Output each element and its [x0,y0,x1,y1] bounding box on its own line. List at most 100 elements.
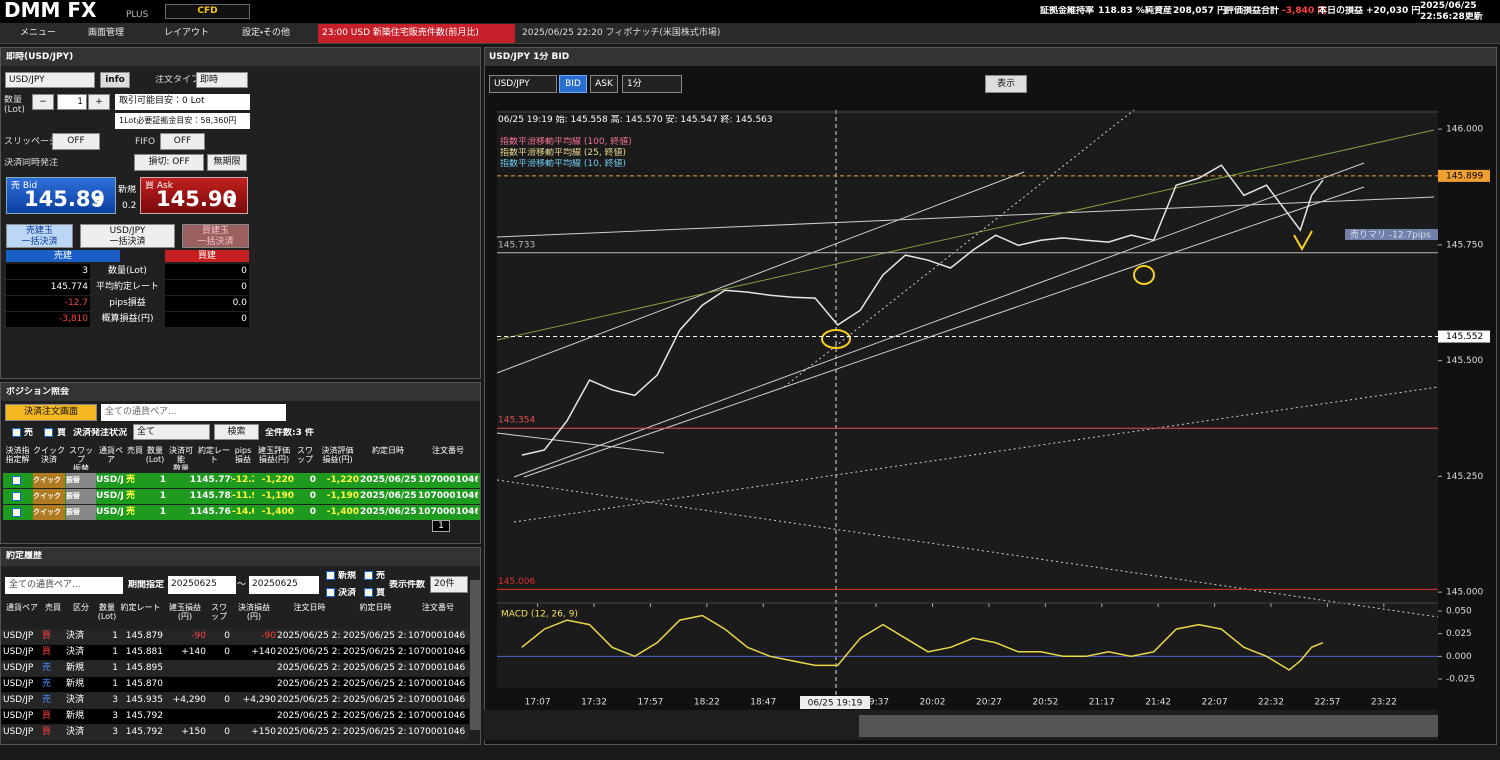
button[interactable]: OFF [52,133,100,150]
button[interactable]: USD/JPY [489,75,557,93]
bid-box[interactable] [6,177,116,214]
plot-area [497,110,1438,688]
table-row[interactable] [3,489,480,504]
button[interactable]: 1 [57,94,87,110]
checkbox[interactable] [364,588,373,597]
table-row[interactable] [1,709,469,724]
navigator[interactable] [859,715,1438,737]
cell: 買 [42,647,52,657]
trend-line [513,162,1365,478]
cell[interactable]: 振替 [66,505,96,520]
checkbox[interactable] [12,476,21,485]
button[interactable]: info [100,72,130,88]
stat-label: 本日の損益 [1318,6,1364,16]
cell: 1 [159,491,166,501]
button[interactable]: + [88,94,110,110]
button[interactable]: − [32,94,54,110]
cell: +4,290 [242,695,276,705]
checkbox[interactable] [364,571,373,580]
drawing [1133,265,1155,285]
cell: 145.792 [125,727,163,737]
table-row[interactable] [3,473,480,488]
menu-item[interactable]: 設定・その他 [242,28,291,38]
cell[interactable]: 振替 [66,473,96,488]
y-tick-label: 0.050 [1446,606,1472,616]
y-tick-label: 146.000 [1446,125,1483,135]
cursor-time-box [800,696,870,709]
y-tick-label: 145.750 [1446,240,1483,250]
cell: -1,220 [261,475,294,485]
cell: 0 [165,280,249,295]
cell: 2025/06/25 2: [343,711,407,721]
button[interactable]: OFF [160,133,205,150]
table-row[interactable] [3,505,480,520]
button[interactable]: CFD [165,4,250,19]
table-row[interactable] [1,725,469,740]
x-tick-label: 17:57 [637,698,663,708]
button[interactable]: 20件 [430,576,468,593]
button[interactable]: 全て [133,424,210,440]
table-header: 売建 [6,250,120,262]
news-item[interactable]: 23:00 USD 新築住宅販売件数(前月比) [318,24,515,43]
button[interactable]: 損切: OFF [134,154,204,171]
menu-item[interactable]: 画面管理 [88,28,125,38]
button[interactable]: 1分 [622,75,682,93]
cell: USD/JP [3,679,34,689]
position-tag [1345,229,1438,240]
cursor-time: 06/25 19:19 [808,699,863,709]
checkbox[interactable] [44,428,53,437]
button[interactable]: 決済注文画面 [5,404,97,421]
input[interactable]: 20250625 [168,576,236,594]
checkbox[interactable] [12,428,21,437]
button[interactable]: 検索 [214,424,259,440]
menu-item[interactable]: メニュー [20,28,57,38]
column-header: 建玉評価 損益(円) [258,446,290,464]
cell: -1,220 [326,475,359,485]
input[interactable]: 20250625 [249,576,319,594]
table-row[interactable] [1,645,469,660]
checkbox[interactable] [326,588,335,597]
cell: 2025/06/25 2: [343,647,407,657]
input[interactable]: 全ての通貨ペア... [5,577,123,594]
checkbox[interactable] [12,508,21,517]
checkbox[interactable] [12,492,21,501]
button[interactable]: 無期限 [207,154,247,171]
checkbox[interactable] [326,571,335,580]
button[interactable]: 表示 [985,75,1027,93]
button[interactable]: 1 [432,520,450,532]
ask-box[interactable] [140,177,248,214]
cell: 2025/06/25 2: [343,663,407,673]
cell: -3,810 [6,312,90,327]
trend-line [783,109,1135,388]
cell[interactable]: 振替 [66,489,96,504]
cell: 145.935 [125,695,163,705]
drawing [821,329,851,349]
cell: 売 [126,507,136,517]
button[interactable]: 売建玉 一括決済 [6,224,73,248]
table-row[interactable] [1,661,469,676]
button[interactable]: BID [559,75,587,93]
button[interactable]: 即時 [196,72,248,88]
cell: 2025/06/25 2: [277,663,341,673]
spread: 0.2 [122,201,137,211]
menu-item[interactable]: レイアウト [164,28,210,38]
cell: USD/JP [3,631,34,641]
news-item[interactable]: 2025/06/25 22:20 フィボナッチ(米国株式市場) [522,28,721,38]
button[interactable]: 買建玉 一括決済 [182,224,249,248]
cell: 2025/06/25 2: [277,711,341,721]
scrollbar[interactable] [470,580,480,730]
button[interactable]: USD/JPY 一括決済 [80,224,175,248]
cell: +150 [251,727,276,737]
table-row[interactable] [1,693,469,708]
stat-label: 評価損益合計 [1225,6,1280,16]
button[interactable]: USD/JPY [5,72,95,88]
table-row[interactable] [1,677,469,692]
cell: 1070001046 [408,647,466,657]
input[interactable]: 全ての通貨ペア... [101,404,286,421]
button[interactable]: ASK [590,75,618,93]
table-row[interactable] [1,629,469,644]
trend-line [496,196,1435,238]
